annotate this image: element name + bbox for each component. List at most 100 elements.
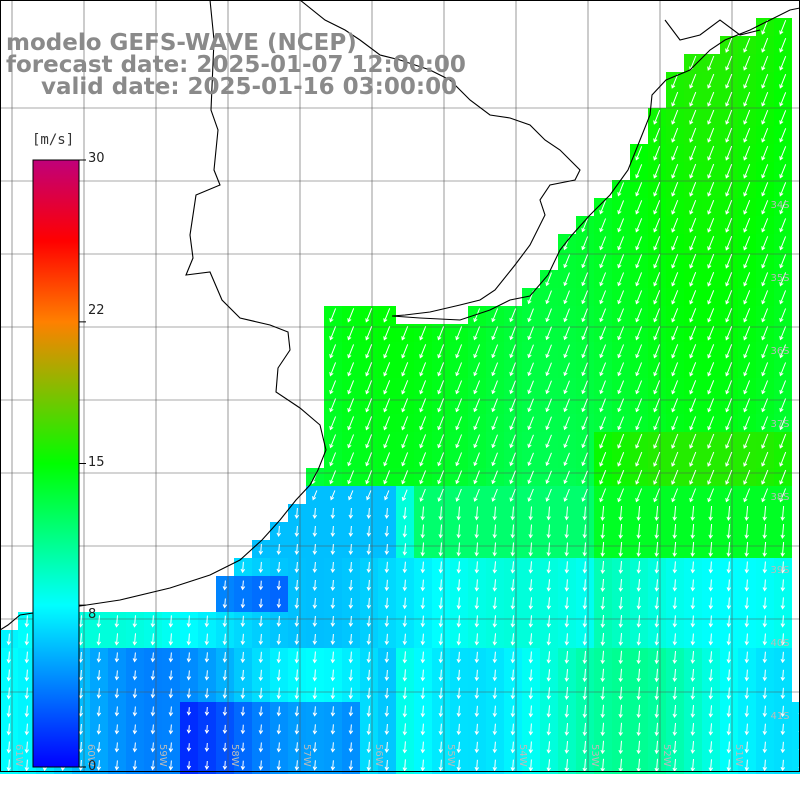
- wind-arrow: [725, 344, 733, 359]
- wind-arrow: [420, 759, 426, 772]
- wind-arrow: [564, 597, 570, 610]
- wind-arrow: [654, 561, 659, 574]
- wind-arrow: [509, 416, 516, 431]
- wind-arrow: [761, 326, 769, 341]
- wind-arrow: [348, 706, 354, 717]
- lon-label: 54W: [517, 744, 528, 767]
- wind-arrow: [726, 523, 731, 539]
- wind-arrow: [329, 344, 337, 359]
- wind-arrow: [780, 523, 785, 539]
- wind-arrow: [635, 344, 643, 359]
- wind-arrow: [240, 561, 246, 574]
- wind-arrow: [689, 182, 697, 197]
- wind-arrow: [491, 362, 499, 377]
- wind-arrow: [671, 451, 679, 467]
- wind-arrow: [653, 236, 661, 251]
- wind-arrow: [420, 579, 426, 592]
- wind-arrow: [132, 652, 138, 663]
- wind-arrow: [761, 128, 769, 143]
- lon-label: 51W: [733, 744, 744, 767]
- wind-arrow: [455, 398, 463, 413]
- wind-arrow: [779, 488, 787, 503]
- title-model: modelo GEFS-WAVE (NCEP): [6, 30, 357, 56]
- wind-arrow: [707, 91, 715, 107]
- wind-arrow: [689, 290, 697, 305]
- wind-arrow: [527, 398, 534, 413]
- wind-arrow: [725, 451, 733, 467]
- wind-arrow: [690, 597, 696, 610]
- wind-arrow: [726, 669, 732, 682]
- wind-arrow: [743, 290, 751, 305]
- wind-arrow: [258, 580, 264, 591]
- wind-arrow: [6, 633, 12, 646]
- title-forecast-date: forecast date: 2025-01-07 12:00:00: [6, 52, 466, 78]
- wind-arrow: [545, 344, 552, 359]
- wind-arrow: [204, 670, 210, 681]
- wind-arrow: [438, 542, 443, 557]
- wind-arrow: [330, 597, 336, 609]
- wind-arrow: [474, 705, 480, 718]
- wind-arrow: [312, 724, 318, 735]
- wind-arrow: [725, 380, 733, 395]
- wind-vectors: [6, 19, 800, 773]
- wind-arrow: [600, 614, 606, 628]
- wind-arrow: [330, 669, 336, 682]
- wind-arrow: [600, 686, 605, 701]
- wind-arrow: [438, 615, 444, 628]
- wind-arrow: [527, 344, 534, 359]
- wind-arrow: [132, 706, 138, 717]
- wind-arrow: [329, 416, 337, 431]
- wind-arrow: [348, 687, 354, 700]
- wind-arrow: [671, 109, 679, 125]
- wind-arrow: [78, 669, 84, 681]
- wind-arrow: [725, 182, 733, 197]
- wind-arrow: [528, 759, 534, 772]
- wind-arrow: [671, 73, 679, 89]
- wind-arrow: [707, 73, 715, 89]
- wind-arrow: [276, 633, 282, 645]
- wind-arrow: [762, 759, 768, 772]
- wind-arrow: [96, 688, 102, 699]
- wind-arrow: [689, 91, 697, 107]
- wind-arrow: [438, 597, 444, 610]
- wind-arrow: [365, 362, 373, 377]
- wind-arrow: [599, 488, 607, 503]
- wind-arrow: [635, 326, 643, 341]
- wind-arrow: [689, 326, 697, 341]
- wind-arrow: [636, 740, 641, 755]
- wind-arrow: [707, 469, 715, 485]
- wind-arrow: [779, 182, 787, 197]
- wind-arrow: [419, 344, 427, 359]
- wind-arrow: [294, 525, 300, 537]
- wind-arrow: [689, 236, 697, 251]
- wind-arrow: [528, 615, 533, 628]
- wind-arrow: [635, 416, 643, 431]
- wind-arrow: [654, 633, 659, 646]
- wind-arrow: [491, 308, 499, 323]
- wind-arrow: [168, 652, 174, 663]
- wind-arrow: [653, 326, 661, 341]
- wind-arrow: [437, 362, 445, 377]
- wind-arrow: [438, 705, 444, 718]
- wind-arrow: [312, 760, 318, 771]
- wind-arrow: [330, 507, 336, 519]
- wind-arrow: [690, 561, 696, 574]
- wind-arrow: [491, 416, 498, 431]
- wind-arrow: [617, 182, 625, 197]
- wind-arrow: [707, 254, 715, 269]
- wind-arrow: [276, 724, 282, 735]
- wind-arrow: [276, 580, 282, 591]
- wind-arrow: [168, 724, 174, 735]
- wind-arrow: [743, 416, 751, 431]
- title-valid-date: valid date: 2025-01-16 03:00:00: [41, 74, 458, 100]
- wind-arrow: [132, 688, 138, 699]
- wind-arrow: [617, 452, 625, 467]
- wind-arrow: [24, 723, 30, 736]
- wind-arrow: [474, 687, 480, 700]
- wind-arrow: [132, 670, 138, 681]
- wind-arrow: [690, 651, 696, 664]
- wind-arrow: [492, 579, 497, 592]
- wind-arrow: [725, 200, 733, 215]
- wind-arrow: [726, 705, 732, 718]
- wind-arrow: [708, 505, 713, 521]
